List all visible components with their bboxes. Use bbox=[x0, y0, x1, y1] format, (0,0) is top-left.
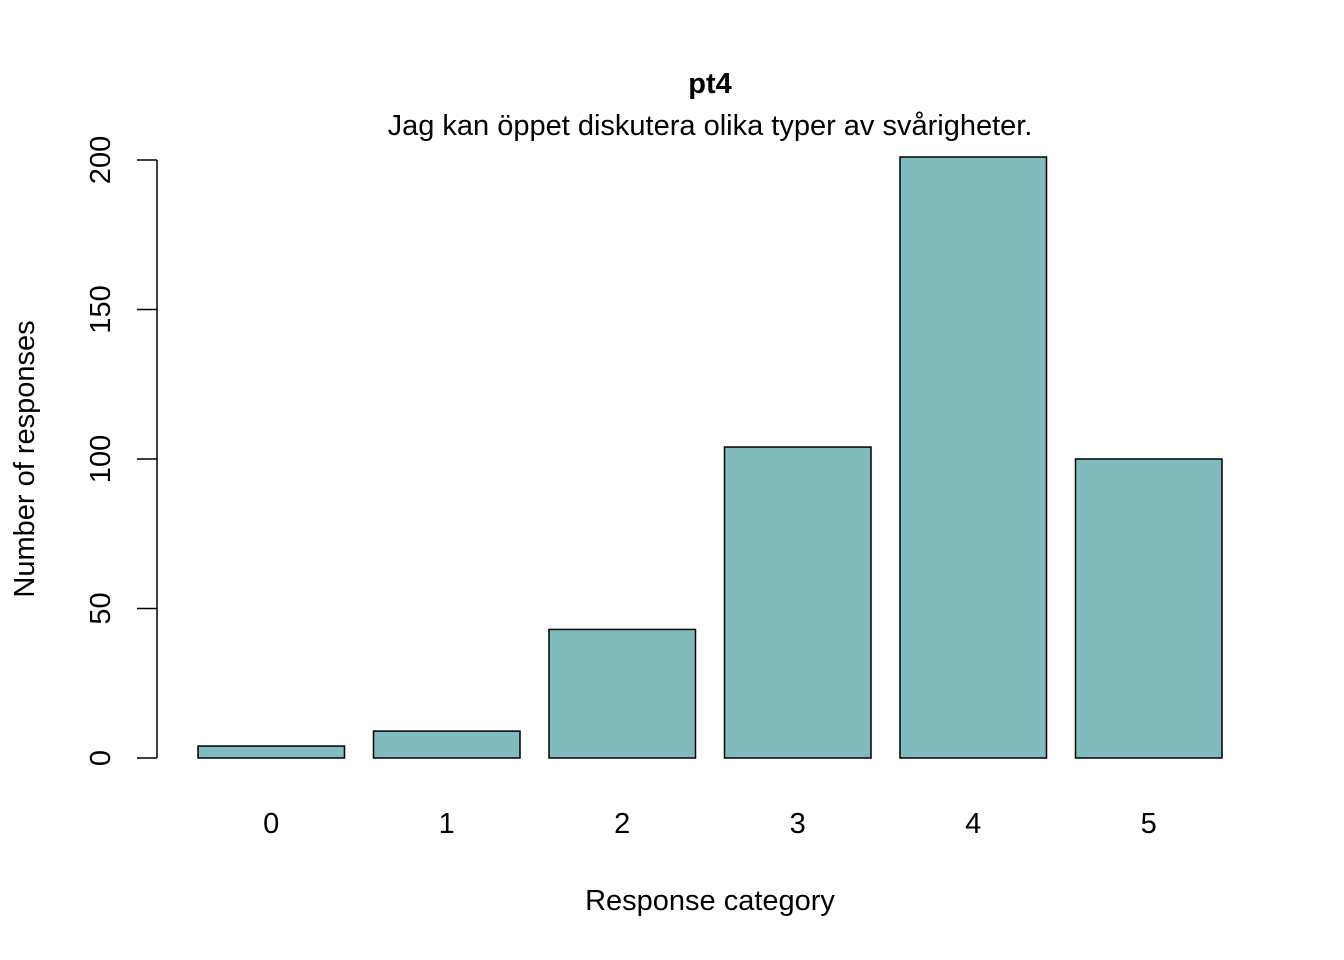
y-tick-label: 150 bbox=[85, 285, 117, 333]
x-tick-label: 1 bbox=[439, 808, 455, 840]
x-tick-labels: 0 1 2 3 4 5 bbox=[263, 808, 1157, 840]
bar-0 bbox=[197, 745, 346, 759]
y-tick-label: 50 bbox=[85, 592, 117, 624]
bar-4 bbox=[899, 156, 1048, 759]
x-tick-label: 0 bbox=[263, 808, 279, 840]
x-tick-label: 5 bbox=[1141, 808, 1157, 840]
y-axis-label: Number of responses bbox=[9, 320, 41, 597]
x-tick-label: 4 bbox=[965, 808, 981, 840]
y-tick-label: 0 bbox=[85, 750, 117, 766]
y-axis: 0 50 100 150 200 bbox=[85, 136, 158, 766]
chart-title: pt4 bbox=[688, 68, 732, 100]
x-tick-label: 2 bbox=[614, 808, 630, 840]
chart-subtitle: Jag kan öppet diskutera olika typer av s… bbox=[388, 110, 1033, 142]
bar-5 bbox=[1074, 458, 1223, 759]
bars-group bbox=[197, 156, 1223, 759]
bar-2 bbox=[548, 628, 697, 759]
bar-1 bbox=[372, 730, 521, 759]
x-axis-label: Response category bbox=[585, 885, 835, 917]
y-tick-label: 100 bbox=[85, 435, 117, 483]
bar-3 bbox=[723, 446, 872, 759]
x-tick-label: 3 bbox=[790, 808, 806, 840]
y-tick-label: 200 bbox=[85, 136, 117, 184]
